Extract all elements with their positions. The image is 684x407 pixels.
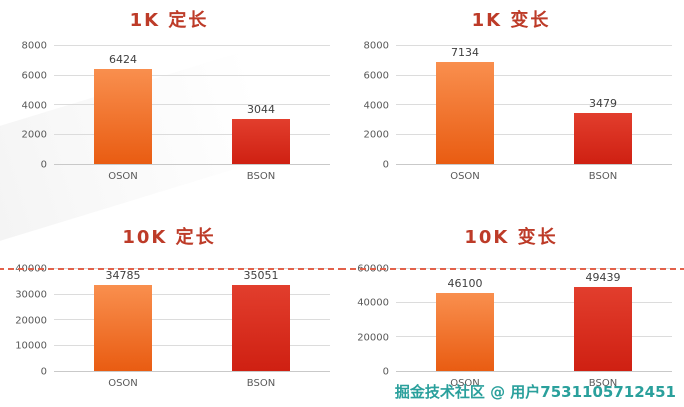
x-category-label: BSON <box>246 378 276 389</box>
x-category-label: BSON <box>588 378 618 389</box>
bar-oson <box>94 69 152 164</box>
bar-slot-bson: 3479 <box>534 46 672 164</box>
y-tick-label: 2000 <box>363 129 389 141</box>
bar-bson <box>574 112 632 164</box>
bar-slot-oson: 7134 <box>396 46 534 164</box>
bar-value-label: 7134 <box>451 46 479 59</box>
gridline <box>54 45 330 46</box>
x-axis-labels: OSON BSON <box>54 165 330 182</box>
gridline <box>54 344 330 346</box>
bar-slot-oson: 46100 <box>396 269 534 371</box>
bar-oson <box>94 285 152 371</box>
x-category-label: OSON <box>450 378 480 389</box>
bar-bson <box>232 119 290 164</box>
y-tick-label: 6000 <box>363 70 389 82</box>
chart-title: 10K 定长 <box>122 227 216 248</box>
y-tick-label: 6000 <box>21 70 47 82</box>
bar-value-label: 6424 <box>109 53 137 67</box>
y-tick-label: 4000 <box>363 100 389 111</box>
bar-value-label: 35051 <box>243 269 279 282</box>
y-axis: 0 2000 4000 6000 8000 <box>8 41 54 171</box>
x-category-label: BSON <box>588 171 618 182</box>
chart-1k-fixed: 1K 定长 0 2000 4000 6000 8000 6424 3044 OSON BSO… <box>0 0 342 203</box>
plot-area: 7134 3479 <box>396 45 672 165</box>
x-category-label: OSON <box>450 171 480 182</box>
gridline <box>396 45 672 46</box>
bar-bson <box>574 286 632 371</box>
x-axis-labels: OSON BSON <box>396 372 672 389</box>
y-tick-label: 20000 <box>357 332 389 344</box>
y-tick-label: 0 <box>382 366 389 378</box>
dashed-threshold-line <box>0 268 344 270</box>
bar-slot-bson: 3044 <box>192 46 330 164</box>
chart-10k-variable: 10K 变长 0 20000 40000 60000 46100 49439 OSON B… <box>340 203 684 407</box>
chart-title: 10K 变长 <box>464 227 558 248</box>
bar-value-label: 3044 <box>247 103 275 117</box>
gridline <box>396 302 672 304</box>
y-tick-label: 0 <box>40 159 47 171</box>
x-category-label: BSON <box>246 171 276 182</box>
chart-body: 0 20000 40000 60000 46100 49439 <box>340 264 684 378</box>
y-tick-label: 4000 <box>21 100 47 111</box>
x-category-label: OSON <box>108 171 138 182</box>
x-category-label: OSON <box>108 378 138 389</box>
gridline <box>54 104 330 105</box>
chart-10k-fixed: 10K 定长 0 10000 20000 30000 40000 34785 35051 … <box>0 203 344 407</box>
y-axis: 0 2000 4000 6000 8000 <box>350 41 396 171</box>
y-axis: 0 10000 20000 30000 40000 <box>8 264 54 378</box>
bar-value-label: 49439 <box>585 270 621 284</box>
chart-title: 1K 定长 <box>129 10 209 31</box>
plot-area: 6424 3044 <box>54 45 330 165</box>
dashed-threshold-line <box>340 268 684 270</box>
chart-body: 0 2000 4000 6000 8000 7134 3479 <box>350 41 672 171</box>
chart-body: 0 2000 4000 6000 8000 6424 3044 <box>8 41 330 171</box>
gridline <box>396 74 672 76</box>
bar-oson <box>436 292 494 371</box>
x-axis-labels: OSON BSON <box>396 165 672 182</box>
bar-slot-bson: 35051 <box>192 269 330 371</box>
y-tick-label: 8000 <box>363 40 389 52</box>
y-tick-label: 40000 <box>357 297 389 309</box>
gridline <box>396 336 672 338</box>
chart-title: 1K 变长 <box>471 10 551 31</box>
bar-bson <box>232 285 290 371</box>
bar-oson <box>436 62 494 164</box>
watermark: 掘金技术社区 @ 用户7531105712451 <box>394 383 676 401</box>
y-tick-label: 20000 <box>15 315 47 326</box>
bar-slot-oson: 6424 <box>54 46 192 164</box>
chart-body: 0 10000 20000 30000 40000 34785 35051 <box>0 264 344 378</box>
bar-slot-oson: 34785 <box>54 269 192 371</box>
y-axis: 0 20000 40000 60000 <box>350 264 396 378</box>
gridline <box>54 74 330 76</box>
y-tick-label: 8000 <box>21 40 47 52</box>
x-axis-labels: OSON BSON <box>54 372 330 389</box>
y-tick-label: 30000 <box>15 289 47 301</box>
gridline <box>54 293 330 295</box>
y-tick-label: 0 <box>40 366 47 378</box>
y-tick-label: 2000 <box>21 129 47 141</box>
gridline <box>54 133 330 135</box>
y-tick-label: 10000 <box>15 340 47 352</box>
gridline <box>396 133 672 135</box>
bar-value-label: 46100 <box>447 276 483 290</box>
bar-value-label: 34785 <box>105 269 141 282</box>
gridline <box>54 319 330 320</box>
y-tick-label: 0 <box>382 159 389 171</box>
bar-value-label: 3479 <box>589 96 617 110</box>
bar-slot-bson: 49439 <box>534 269 672 371</box>
gridline <box>396 104 672 105</box>
plot-area: 46100 49439 <box>396 268 672 372</box>
chart-1k-variable: 1K 变长 0 2000 4000 6000 8000 7134 3479 OSON BSO… <box>342 0 684 203</box>
plot-area: 34785 35051 <box>54 268 330 372</box>
